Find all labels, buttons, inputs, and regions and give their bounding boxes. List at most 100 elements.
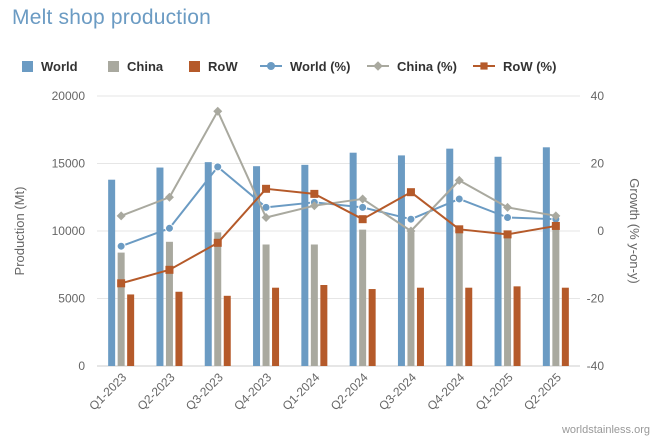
legend-swatch-world (22, 60, 33, 72)
legend-label-row: RoW (208, 58, 238, 74)
bar-china-q4-2023 (262, 244, 270, 366)
bar-china-q2-2023 (165, 241, 173, 366)
marker-china-q1-2024 (309, 201, 319, 211)
legend-item-world-pct[interactable]: World (%) (260, 56, 350, 76)
marker-world-q3-2024 (406, 214, 416, 224)
legend-swatch-china-pct (367, 60, 389, 72)
marker-row-q2-2023 (165, 265, 174, 274)
legend-item-row[interactable]: RoW (189, 56, 238, 76)
bar-world-q3-2024 (397, 155, 405, 366)
marker-row-q2-2025 (551, 221, 560, 230)
y-tick-label: 0 (78, 359, 85, 373)
marker-row-q1-2023 (117, 279, 126, 288)
legend-label-china-pct: China (%) (397, 58, 457, 74)
marker-world-q1-2025 (503, 213, 513, 222)
marker-world-q2-2023 (164, 223, 174, 233)
marker-china-q4-2023 (261, 213, 271, 222)
y-axis-title: Production (Mt) (12, 187, 27, 276)
legend-item-row-pct[interactable]: RoW (%) (473, 56, 556, 76)
y2-tick-label: 20 (591, 157, 605, 171)
y2-tick-label: 40 (591, 89, 605, 103)
bar-china-q3-2023 (214, 232, 222, 366)
bar-row-q2-2024 (368, 289, 376, 366)
marker-world-q2-2024 (358, 202, 368, 212)
bar-world-q2-2023 (156, 167, 164, 366)
bar-row-q4-2023 (272, 287, 280, 366)
marker-world-q1-2023 (116, 241, 126, 251)
line-row (120, 187, 557, 285)
bar-row-q4-2024 (465, 287, 473, 366)
marker-row-q2-2024 (358, 215, 367, 224)
bar-world-q1-2024 (301, 164, 309, 366)
bar-row-q1-2025 (513, 286, 521, 366)
bar-china-q4-2024 (455, 226, 463, 366)
y2-axis-title: Growth (% y-on-y) (627, 178, 642, 283)
bar-china-q2-2025 (552, 225, 560, 366)
legend-label-row-pct: RoW (%) (503, 58, 557, 74)
marker-china-q1-2025 (503, 202, 513, 212)
y-tick-label: 10000 (52, 224, 86, 238)
bar-world-q1-2023 (108, 179, 116, 366)
y2-tick-label: -40 (587, 359, 605, 373)
chart-title: Melt shop production (12, 6, 211, 29)
marker-row-q3-2023 (213, 238, 222, 247)
marker-china-q3-2023 (213, 106, 223, 116)
marker-china-q3-2024 (406, 226, 416, 236)
marker-china-q1-2023 (116, 211, 126, 221)
x-tick-label: Q2-2025 (521, 370, 564, 413)
bar-row-q1-2024 (320, 285, 328, 366)
x-tick-label: Q2-2024 (328, 370, 371, 413)
marker-world-q4-2024 (454, 194, 464, 204)
bar-world-q1-2025 (494, 156, 502, 366)
y-tick-label: 5000 (58, 292, 85, 306)
bar-world-q2-2025 (542, 147, 550, 366)
legend-item-world[interactable]: World (22, 56, 78, 76)
x-tick-label: Q2-2023 (135, 370, 178, 413)
bar-china-q1-2023 (117, 252, 125, 366)
credits-link[interactable]: worldstainless.org (561, 424, 650, 436)
y-tick-label: 15000 (52, 157, 86, 171)
marker-row-q4-2023 (262, 184, 271, 193)
bar-row-q3-2024 (416, 287, 424, 366)
x-tick-label: Q1-2025 (473, 370, 516, 413)
legend-label-china: China (127, 58, 164, 74)
x-tick-label: Q3-2023 (183, 370, 226, 413)
bar-row-q3-2023 (223, 295, 231, 366)
bar-china-q1-2025 (504, 235, 512, 366)
bar-row-q2-2023 (175, 291, 183, 366)
y2-tick-label: -20 (587, 292, 605, 306)
legend-swatch-row-pct (473, 60, 495, 72)
legend-item-china[interactable]: China (108, 56, 163, 76)
line-china (120, 110, 557, 232)
marker-china-q2-2024 (358, 194, 368, 204)
legend-swatch-world-pct (260, 60, 282, 72)
bar-world-q4-2024 (446, 148, 454, 366)
bar-world-q2-2024 (349, 152, 357, 366)
bar-world-q4-2023 (253, 166, 261, 366)
legend-item-china-pct[interactable]: China (%) (367, 56, 457, 76)
bar-china-q3-2024 (407, 232, 415, 366)
marker-china-q2-2025 (551, 211, 561, 221)
x-tick-label: Q4-2023 (231, 370, 274, 413)
bar-china-q1-2024 (310, 244, 318, 366)
bar-world-q3-2023 (204, 162, 212, 366)
x-tick-label: Q1-2024 (280, 370, 323, 413)
marker-row-q4-2024 (455, 225, 464, 234)
legend-label-world: World (41, 58, 78, 74)
legend: World China RoW World (%) China (%) RoW … (0, 56, 660, 76)
bar-row-q1-2023 (127, 294, 135, 366)
legend-label-world-pct: World (%) (290, 58, 351, 74)
legend-swatch-china (108, 60, 119, 72)
marker-row-q1-2025 (503, 230, 512, 239)
marker-row-q3-2024 (406, 188, 415, 197)
bar-row-q2-2025 (561, 287, 569, 366)
marker-china-q2-2023 (164, 192, 174, 202)
marker-china-q4-2024 (454, 175, 464, 185)
x-tick-label: Q3-2024 (376, 370, 419, 413)
legend-swatch-row (189, 60, 200, 72)
marker-row-q1-2024 (310, 189, 319, 198)
line-world (120, 165, 556, 248)
x-tick-label: Q1-2023 (86, 370, 129, 413)
x-tick-label: Q4-2024 (424, 370, 467, 413)
